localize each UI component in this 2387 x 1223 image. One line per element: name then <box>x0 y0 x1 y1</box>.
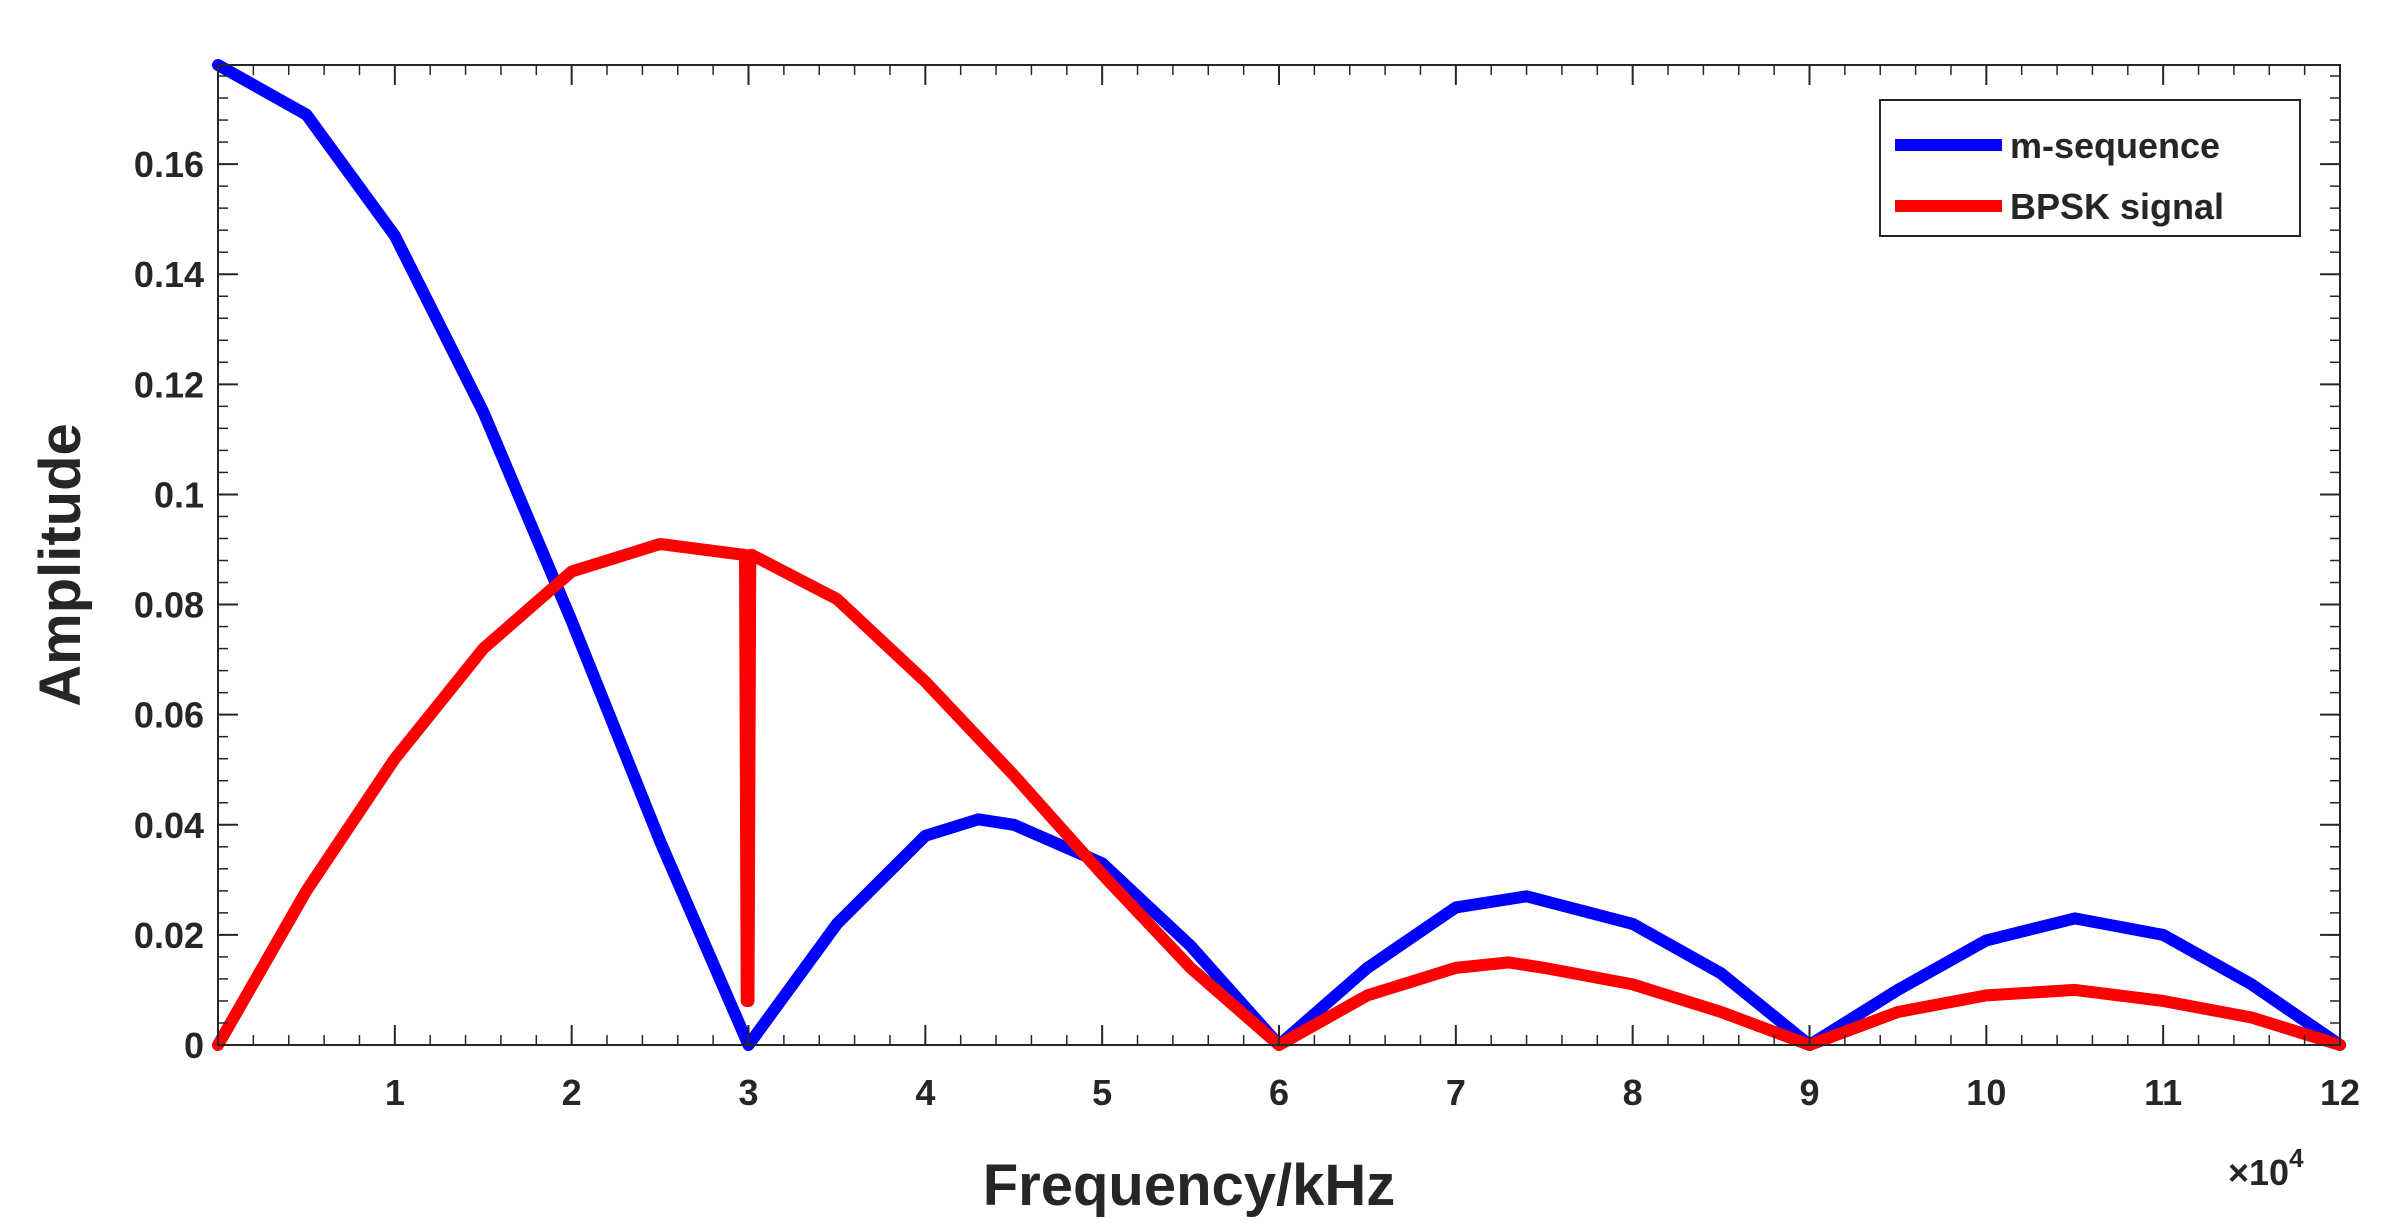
y-tick-label: 0.02 <box>134 915 204 956</box>
y-tick-label: 0.16 <box>134 144 204 185</box>
x-tick-label: 4 <box>915 1072 935 1113</box>
x-tick-label: 5 <box>1092 1072 1112 1113</box>
x-tick-label: 2 <box>562 1072 582 1113</box>
y-tick-label: 0.1 <box>154 474 204 515</box>
y-tick-label: 0.08 <box>134 585 204 626</box>
y-axis-title: Amplitude <box>28 423 93 707</box>
legend-box <box>1879 99 2301 237</box>
y-tick-label: 0 <box>184 1025 204 1066</box>
axes-layer: 1 2 3 4 5 6 7 8 9 10 11 1200.020.040.060.080.10.120… <box>134 64 2360 1113</box>
legend-label-2: BPSK signal <box>2010 186 2224 227</box>
legend-label-1: m-sequence <box>2010 125 2220 166</box>
x-axis-title: Frequency/kHz <box>983 1153 1396 1218</box>
series-layer <box>212 59 2346 1051</box>
x-tick-label: 7 <box>1446 1072 1466 1113</box>
x-tick-label: 1 <box>385 1072 405 1113</box>
y-tick-label: 0.14 <box>134 254 204 295</box>
x-tick-label: 6 <box>1269 1072 1289 1113</box>
x-axis-exponent-power: 4 <box>2289 1143 2304 1173</box>
x-tick-label: 8 <box>1623 1072 1643 1113</box>
x-tick-label: 11 <box>2144 1072 2182 1113</box>
series-line-2 <box>212 538 2346 1051</box>
x-axis-exponent-base: ×10 <box>2228 1152 2289 1193</box>
x-tick-label: 9 <box>1799 1072 1819 1113</box>
y-tick-label: 0.06 <box>134 695 204 736</box>
x-axis-exponent: ×104 <box>2228 1143 2304 1193</box>
legend: m-sequence BPSK signal <box>1879 99 2301 237</box>
x-tick-label: 3 <box>738 1072 758 1113</box>
x-tick-label: 12 <box>2320 1072 2360 1113</box>
series-line-1 <box>212 59 2346 1051</box>
x-tick-label: 10 <box>1966 1072 2006 1113</box>
y-tick-label: 0.12 <box>134 364 204 405</box>
y-tick-label: 0.04 <box>134 805 204 846</box>
